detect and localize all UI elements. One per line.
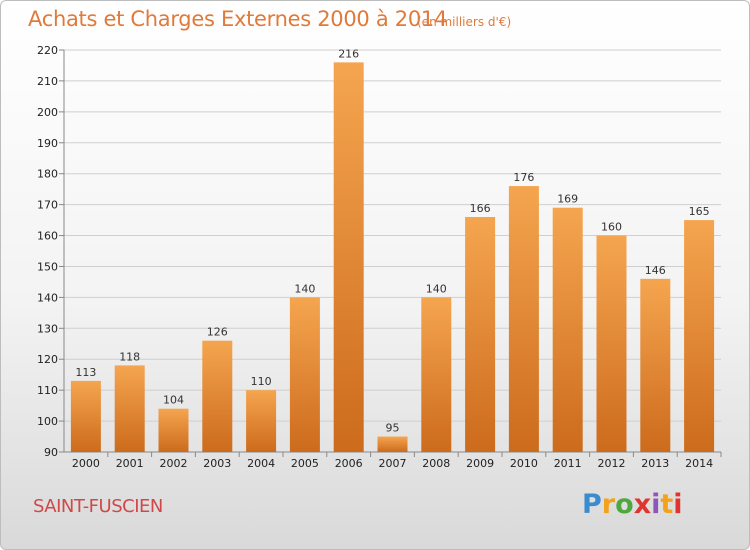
x-tick-label-2005: 2005 xyxy=(291,457,319,470)
y-tick-label-220: 220 xyxy=(37,44,58,57)
y-tick-label-160: 160 xyxy=(37,230,58,243)
x-tick-label-2002: 2002 xyxy=(160,457,188,470)
bars: 113 118 104 126 110 140 216 95 140 166 176 169 160 14… xyxy=(70,47,715,453)
bar-2005 xyxy=(289,297,320,452)
y-tick-label-190: 190 xyxy=(37,137,58,150)
bar-2001 xyxy=(114,365,145,452)
chart-unit: (en milliers d'€) xyxy=(417,15,512,29)
x-tick-label-2000: 2000 xyxy=(72,457,100,470)
value-label-2012: 160 xyxy=(601,221,622,234)
y-tick-label-110: 110 xyxy=(37,384,58,397)
value-label-2004: 110 xyxy=(251,375,272,388)
bar-2011 xyxy=(552,207,583,452)
value-label-2011: 169 xyxy=(557,193,578,206)
chart-title: Achats et Charges Externes 2000 à 2014 xyxy=(28,7,448,31)
value-label-2005: 140 xyxy=(294,282,315,295)
bar-2009 xyxy=(465,216,496,452)
bar-2008 xyxy=(421,297,452,452)
y-tick-label-100: 100 xyxy=(37,415,58,428)
x-tick-label-2008: 2008 xyxy=(422,457,450,470)
bar-2000 xyxy=(70,380,101,452)
y-tick-label-170: 170 xyxy=(37,199,58,212)
x-tick-label-2010: 2010 xyxy=(510,457,538,470)
proxiti-logo: Proxiti xyxy=(582,489,683,520)
place-name: SAINT-FUSCIEN xyxy=(33,496,163,517)
bar-2012 xyxy=(596,235,627,452)
value-label-2002: 104 xyxy=(163,394,184,407)
value-label-2010: 176 xyxy=(513,171,534,184)
bar-2002 xyxy=(158,408,189,452)
x-tick-label-2004: 2004 xyxy=(247,457,275,470)
x-tick-label-2003: 2003 xyxy=(203,457,231,470)
value-label-2014: 165 xyxy=(689,205,710,218)
value-label-2001: 118 xyxy=(119,350,140,363)
x-tick-label-2009: 2009 xyxy=(466,457,494,470)
y-tick-label-90: 90 xyxy=(44,446,58,459)
bar-2013 xyxy=(640,278,671,452)
bar-2004 xyxy=(246,390,277,452)
x-tick-label-2001: 2001 xyxy=(116,457,144,470)
x-tick-label-2007: 2007 xyxy=(379,457,407,470)
bar-2010 xyxy=(508,186,539,453)
y-tick-label-130: 130 xyxy=(37,322,58,335)
y-tick-labels: 90 100 110 120 130 140 150 160 170 180 190 200 210 22… xyxy=(37,44,58,459)
x-tick-label-2012: 2012 xyxy=(598,457,626,470)
value-label-2008: 140 xyxy=(426,282,447,295)
x-tick-labels: 2000 2001 2002 2003 2004 2005 2006 2007 2008 2009… xyxy=(72,457,713,470)
bar-2003 xyxy=(202,340,233,452)
x-tick-label-2013: 2013 xyxy=(641,457,669,470)
y-tick-label-210: 210 xyxy=(37,75,58,88)
value-label-2006: 216 xyxy=(338,47,359,60)
x-tick-label-2011: 2011 xyxy=(554,457,582,470)
y-tick-label-150: 150 xyxy=(37,260,58,273)
bar-2007 xyxy=(377,436,408,452)
value-label-2009: 166 xyxy=(470,202,491,215)
value-label-2003: 126 xyxy=(207,326,228,339)
bar-2014 xyxy=(684,220,715,452)
value-label-2007: 95 xyxy=(386,422,400,435)
y-tick-label-180: 180 xyxy=(37,168,58,181)
x-tick-label-2006: 2006 xyxy=(335,457,363,470)
value-label-2000: 113 xyxy=(75,366,96,379)
y-tick-label-120: 120 xyxy=(37,353,58,366)
x-tick-label-2014: 2014 xyxy=(685,457,713,470)
y-tick-label-140: 140 xyxy=(37,291,58,304)
y-tick-label-200: 200 xyxy=(37,106,58,119)
value-label-2013: 146 xyxy=(645,264,666,277)
bar-2006 xyxy=(333,62,364,452)
